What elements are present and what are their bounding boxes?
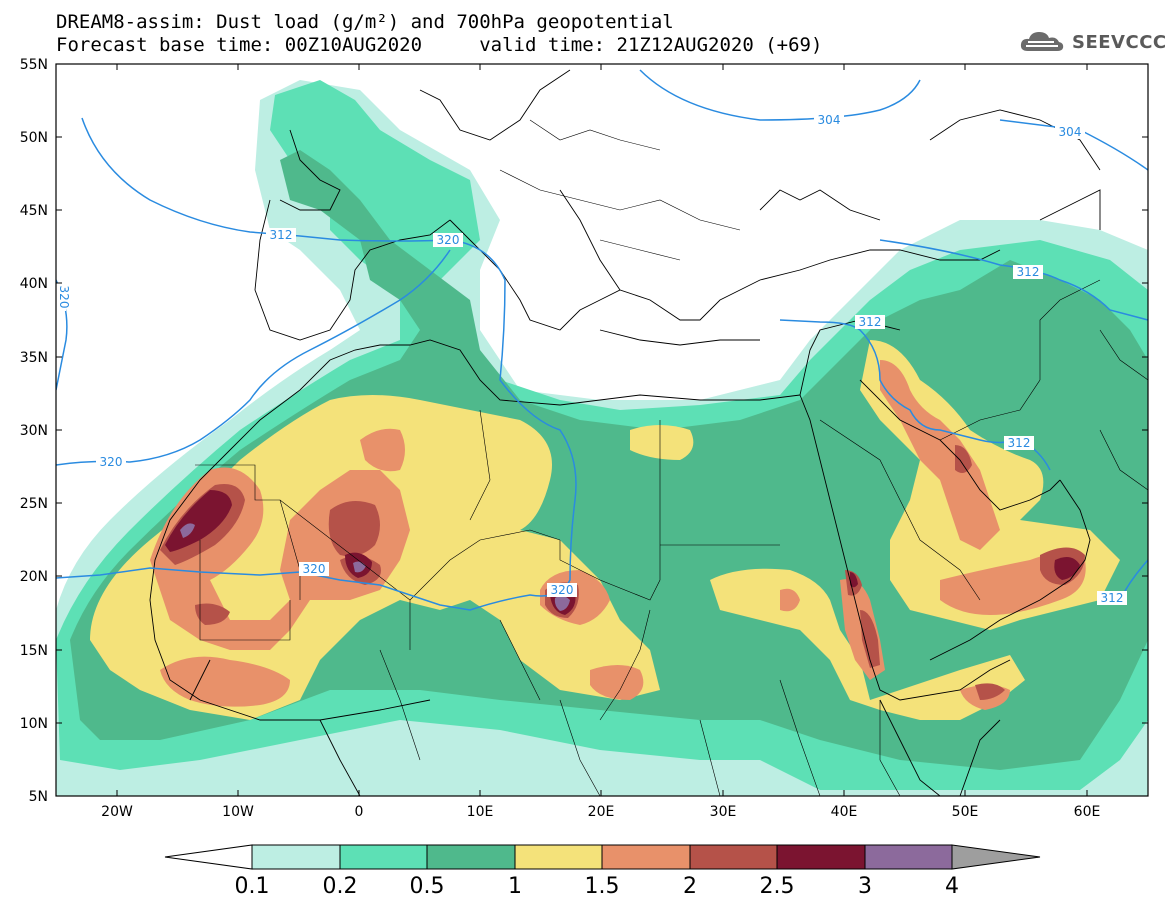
colorbar-swatch	[601, 844, 691, 870]
lat-label: 50N	[20, 130, 48, 146]
svg-text:320: 320	[303, 562, 326, 576]
svg-text:312: 312	[270, 228, 293, 242]
svg-text:312: 312	[859, 315, 882, 329]
lat-label: 25N	[20, 496, 48, 512]
colorbar-tick: 2	[683, 874, 697, 899]
lon-label: 30E	[710, 804, 737, 820]
lat-label: 30N	[20, 423, 48, 439]
colorbar-over-arrow	[951, 844, 1041, 870]
colorbar-tick: 1	[508, 874, 522, 899]
contour-label: 312	[266, 228, 296, 242]
contour-label: 320	[96, 455, 126, 469]
lat-ticks	[56, 63, 1148, 797]
logo-text: SEEVCCC	[1072, 31, 1165, 53]
dust-field	[56, 64, 1148, 796]
colorbar-tick: 1.5	[585, 874, 620, 899]
lon-label: 60E	[1074, 804, 1101, 820]
contour-label: 320	[433, 233, 463, 247]
colorbar-tick: 0.1	[235, 874, 270, 899]
lon-label: 0	[355, 804, 364, 820]
contour-label: 304	[1055, 125, 1085, 139]
colorbar-swatch	[426, 844, 516, 870]
seevccc-logo: SEEVCCC	[1018, 28, 1165, 56]
lat-labels: 55N 50N 45N 40N 35N 30N 25N 20N 15N 10N …	[20, 57, 48, 805]
contour-label: 312	[855, 315, 885, 329]
contour-label: 320	[299, 562, 329, 576]
contour-label: 312	[1097, 591, 1127, 605]
colorbar-swatch	[776, 844, 866, 870]
forecast-time: Forecast base time: 00Z10AUG2020 valid t…	[56, 34, 823, 56]
lat-label: 5N	[29, 789, 48, 805]
svg-text:320: 320	[57, 286, 71, 309]
lon-label: 20W	[101, 804, 133, 820]
colorbar-swatch	[514, 844, 603, 870]
colorbar-tick: 3	[858, 874, 872, 899]
lon-label: 10W	[222, 804, 254, 820]
map-title: DREAM8-assim: Dust load (g/m²) and 700hP…	[56, 11, 674, 33]
colorbar	[164, 844, 1041, 870]
lon-label: 20E	[588, 804, 615, 820]
cloud-icon	[1020, 32, 1064, 51]
colorbar-swatch	[864, 844, 953, 870]
svg-text:312: 312	[1008, 436, 1031, 450]
lat-label: 40N	[20, 276, 48, 292]
contour-label: 312	[1004, 436, 1034, 450]
dust-layer-3	[180, 523, 570, 611]
lat-label: 15N	[20, 643, 48, 659]
svg-text:312: 312	[1101, 591, 1124, 605]
lon-labels: 20W 10W 0 10E 20E 30E 40E 50E 60E	[101, 804, 1100, 820]
colorbar-swatch	[689, 844, 778, 870]
lon-ticks	[116, 64, 1088, 796]
contour-label: 304	[814, 113, 844, 127]
colorbar-tick: 0.2	[323, 874, 358, 899]
contour-label: 312	[1013, 265, 1043, 279]
colorbar-swatch	[251, 844, 341, 870]
lat-label: 10N	[20, 716, 48, 732]
lon-label: 50E	[952, 804, 979, 820]
svg-text:320: 320	[437, 233, 460, 247]
lon-label: 10E	[467, 804, 494, 820]
lon-label: 40E	[831, 804, 858, 820]
svg-text:312: 312	[1017, 265, 1040, 279]
lat-label: 55N	[20, 57, 48, 73]
colorbar-ticks: 0.1 0.2 0.5 1 1.5 2 2.5 3 4	[235, 874, 960, 899]
lat-label: 35N	[20, 350, 48, 366]
colorbar-tick: 0.5	[410, 874, 445, 899]
colorbar-swatch	[339, 844, 428, 870]
svg-text:304: 304	[1059, 125, 1082, 139]
colorbar-tick: 4	[945, 874, 959, 899]
contour-label: 320	[52, 283, 71, 311]
lat-label: 45N	[20, 203, 48, 219]
colorbar-tick: 2.5	[760, 874, 795, 899]
coastlines	[149, 69, 1101, 796]
lat-label: 20N	[20, 569, 48, 585]
colorbar-under-arrow	[164, 844, 253, 870]
contour-label: 320	[547, 583, 577, 597]
svg-text:320: 320	[551, 583, 574, 597]
svg-text:320: 320	[100, 455, 123, 469]
svg-text:304: 304	[818, 113, 841, 127]
borders	[195, 119, 1148, 796]
